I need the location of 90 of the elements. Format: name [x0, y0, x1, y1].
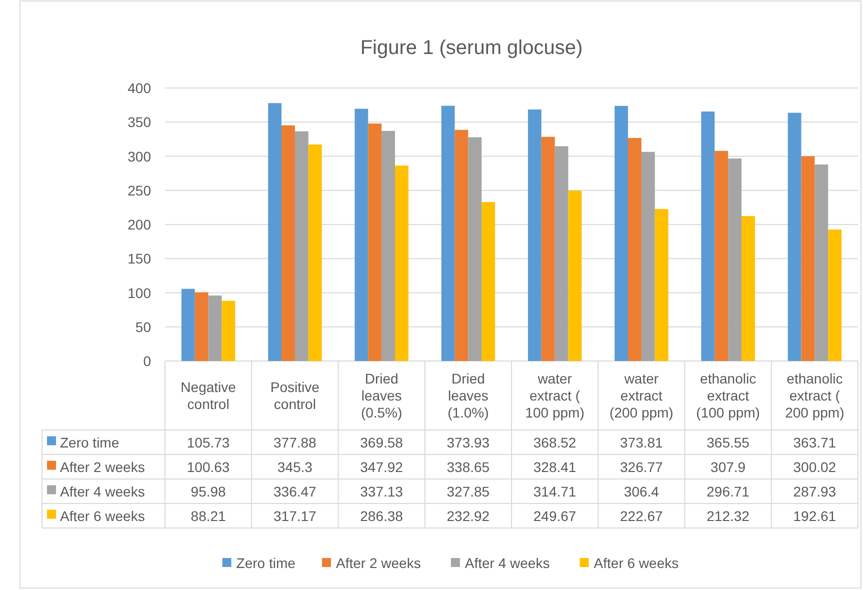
bar [454, 130, 468, 361]
text: Zero time [236, 555, 296, 571]
data-label: 338.65 [446, 458, 490, 475]
bar [468, 137, 482, 361]
bar [728, 158, 742, 361]
data-label: 377.88 [274, 434, 317, 450]
bar [641, 152, 655, 361]
data-label: 306.4 [624, 483, 660, 500]
bar [382, 130, 395, 361]
y-tick-label: 150 [128, 250, 152, 267]
data-label: 105.73 [186, 434, 230, 450]
bar [628, 138, 642, 361]
bar [741, 216, 755, 361]
text: After 6 weeks [594, 555, 679, 571]
data-label: 369.58 [360, 434, 404, 450]
x-tick-label: Dried leaves (0.5%) [360, 370, 402, 420]
x-tick-label: ethanolic extract ( 200 ppm) [785, 370, 844, 420]
bar [482, 202, 496, 361]
x-tick-label: water extract (200 ppm) [610, 370, 674, 420]
bar [294, 131, 308, 361]
data-label: 363.71 [793, 434, 836, 450]
data-label: 286.38 [360, 508, 404, 524]
data-label: 328.41 [533, 458, 576, 475]
legend-label: After 2 weeks [60, 458, 145, 475]
data-label: 287.93 [793, 483, 836, 500]
data-label: 100.63 [186, 458, 230, 475]
data-label: 300.02 [793, 458, 836, 475]
data-label: 336.47 [274, 483, 317, 500]
data-label: 327.85 [446, 483, 490, 500]
x-tick-label: Negative control [180, 379, 236, 412]
x-tick-label: ethanolic extract (100 ppm) [696, 370, 760, 420]
legend-label: After 6 weeks [60, 508, 145, 524]
data-label: 212.32 [706, 508, 750, 524]
bar [268, 103, 282, 361]
data-label: 249.67 [533, 508, 576, 524]
y-tick-label: 100 [128, 284, 152, 301]
bar [368, 124, 382, 361]
bar [554, 146, 568, 361]
bar [614, 106, 628, 361]
data-label: 345.3 [277, 458, 313, 475]
y-tick-label: 50 [135, 318, 152, 335]
data-label: 337.13 [360, 483, 404, 500]
data-label: 347.92 [360, 458, 404, 475]
x-tick-label: water extract ( 100 ppm) [525, 370, 584, 420]
bar [222, 300, 236, 361]
x-tick-label: Dried leaves (1.0%) [448, 370, 489, 420]
data-label: 192.61 [793, 508, 836, 524]
bar [354, 108, 368, 361]
bar [814, 164, 828, 361]
data-label: 326.77 [620, 458, 664, 475]
legend-label: After 4 weeks [60, 483, 145, 500]
bar [541, 136, 555, 361]
bar [654, 209, 668, 361]
data-label: 307.9 [710, 458, 746, 475]
data-label: 373.81 [620, 434, 664, 450]
bar [528, 109, 542, 361]
y-tick-label: 200 [128, 216, 152, 232]
bar [801, 156, 815, 361]
bar [208, 295, 222, 361]
y-tick-label: 300 [128, 148, 152, 164]
bar [828, 230, 842, 361]
chart-title: Figure 1 (serum glocuse) [360, 37, 583, 59]
data-label: 317.17 [274, 508, 317, 524]
bar [282, 125, 295, 361]
bar [788, 112, 802, 361]
bar [194, 292, 208, 361]
data-label: 222.67 [620, 508, 664, 524]
y-tick-label: 0 [143, 353, 152, 369]
x-tick-label: Positive control [270, 379, 320, 412]
text: After 4 weeks [464, 555, 550, 571]
data-label: 314.71 [533, 483, 576, 500]
text: After 2 weeks [336, 555, 421, 571]
bar [441, 106, 455, 361]
data-label: 368.52 [533, 434, 576, 450]
bar [568, 190, 582, 361]
bar [714, 150, 728, 361]
legend-label: Zero time [60, 434, 120, 450]
bar [394, 166, 408, 361]
data-label: 88.21 [190, 508, 226, 524]
y-tick-label: 400 [128, 80, 152, 96]
bar [308, 144, 322, 361]
data-label: 296.71 [706, 483, 750, 500]
bar [701, 112, 715, 361]
bar [181, 288, 195, 361]
data-label: 373.93 [446, 434, 490, 450]
y-tick-label: 350 [128, 114, 152, 130]
data-label: 232.92 [446, 508, 490, 524]
data-label: 95.98 [190, 483, 226, 500]
y-tick-label: 250 [128, 182, 152, 198]
data-label: 365.55 [706, 434, 750, 450]
